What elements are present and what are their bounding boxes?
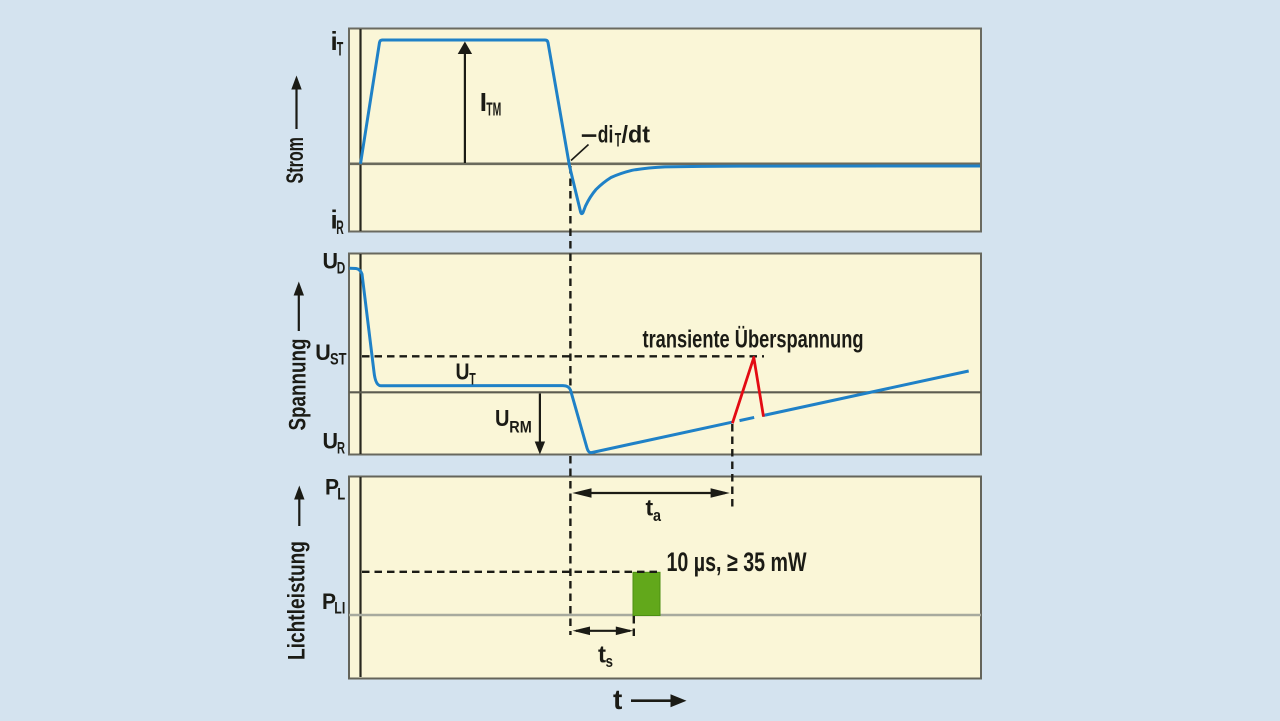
- svg-text:U: U: [495, 405, 510, 431]
- svg-text:T: T: [337, 40, 344, 61]
- svg-text:R: R: [336, 218, 344, 239]
- svg-text:s: s: [606, 652, 614, 671]
- svg-text:i: i: [331, 205, 338, 235]
- svg-text:D: D: [337, 259, 346, 278]
- svg-text:U: U: [323, 249, 339, 274]
- svg-text:ST: ST: [330, 350, 347, 369]
- svg-text:t: t: [598, 642, 606, 669]
- svg-text:transiente Überspannung: transiente Überspannung: [643, 325, 864, 354]
- svg-text:U: U: [323, 429, 339, 454]
- svg-text:P: P: [322, 589, 336, 614]
- svg-text:TM: TM: [486, 99, 501, 120]
- svg-text:Strom: Strom: [282, 137, 309, 184]
- svg-text:i: i: [331, 26, 338, 56]
- svg-text:a: a: [653, 506, 661, 525]
- svg-text:R: R: [337, 439, 345, 458]
- svg-text:U: U: [315, 340, 331, 365]
- svg-text:RM: RM: [509, 418, 532, 437]
- svg-text:I: I: [480, 87, 487, 117]
- svg-text:t: t: [646, 495, 654, 521]
- svg-text:Spannung: Spannung: [285, 339, 312, 431]
- svg-text:U: U: [456, 359, 470, 385]
- svg-text:10 µs, ≥ 35 mW: 10 µs, ≥ 35 mW: [667, 547, 807, 577]
- svg-text:di: di: [598, 122, 614, 149]
- svg-text:t: t: [613, 684, 622, 715]
- svg-text:T: T: [469, 370, 476, 389]
- svg-text:L: L: [337, 485, 345, 504]
- svg-text:Lichtleistung: Lichtleistung: [284, 541, 311, 660]
- svg-text:/dt: /dt: [622, 122, 651, 149]
- svg-text:P: P: [325, 475, 339, 500]
- svg-text:LI: LI: [334, 599, 345, 618]
- svg-text:T: T: [615, 131, 622, 152]
